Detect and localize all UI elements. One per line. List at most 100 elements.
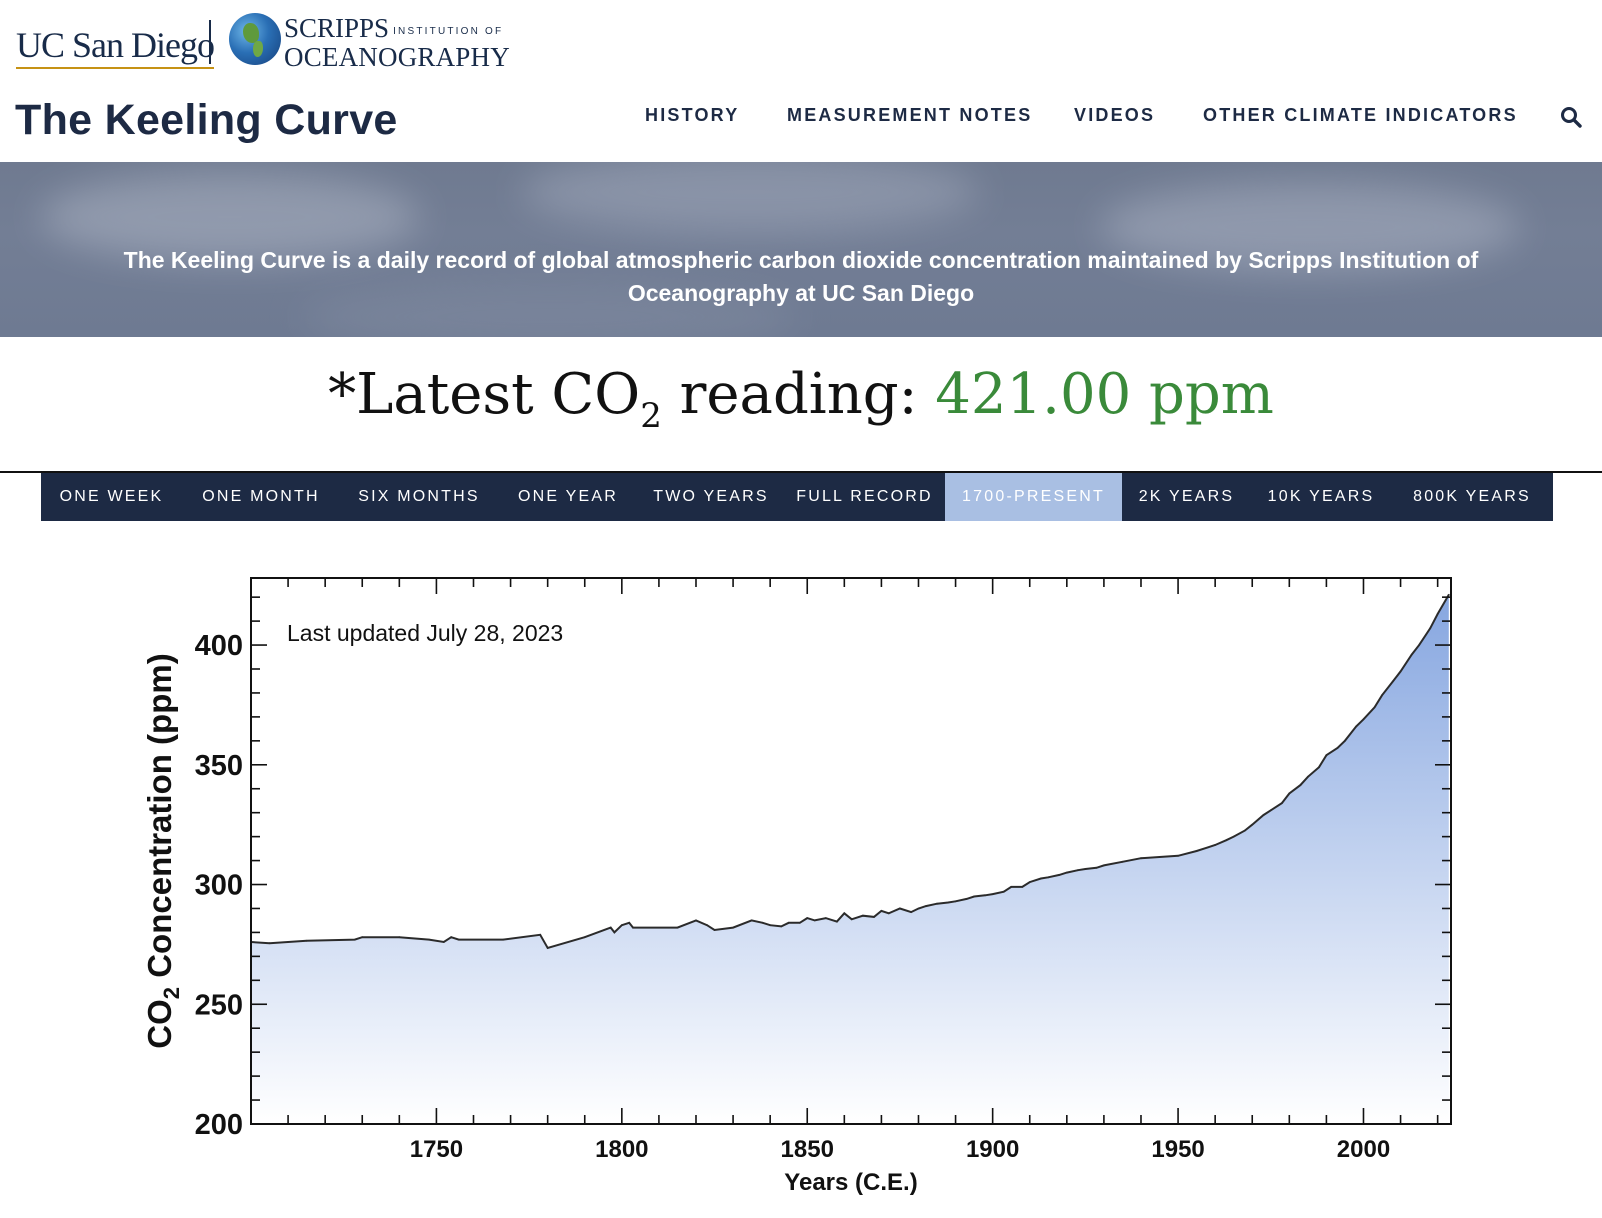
co2-data-point <box>1021 886 1024 888</box>
co2-data-point <box>1307 775 1309 778</box>
reading-prefix: *Latest CO <box>328 362 641 427</box>
x-tick-label: 1750 <box>410 1136 463 1163</box>
logo-divider <box>209 20 211 64</box>
y-axis-label-part: 2 <box>159 987 184 999</box>
co2-data-point <box>954 900 957 903</box>
co2-data-point <box>750 919 753 922</box>
y-tick-label: 400 <box>195 630 243 662</box>
tab-full-record[interactable]: FULL RECORD <box>796 488 933 505</box>
x-tick-label: 1950 <box>1151 1136 1204 1163</box>
co2-data-point <box>1288 792 1291 795</box>
co2-data-point <box>761 921 764 924</box>
co2-chart-svg: 1750 1800 1850 1900 1950 2000 200 250 300 350 400 L… <box>141 577 1452 1196</box>
co2-data-point <box>887 912 890 915</box>
co2-data-point <box>609 926 612 929</box>
co2-data-point <box>1251 823 1254 826</box>
co2-data-point <box>428 938 430 941</box>
co2-data-point <box>1140 857 1142 860</box>
globe-land-shape <box>253 41 263 57</box>
co2-data-point <box>1392 680 1395 682</box>
co2-data-point <box>798 921 801 924</box>
co2-data-point <box>442 941 445 943</box>
tab-800k-years[interactable]: 800K YEARS <box>1413 488 1531 505</box>
tab-two-years[interactable]: TWO YEARS <box>653 488 769 505</box>
ucsd-logo-underline <box>16 67 214 69</box>
tab-2k-years[interactable]: 2K YEARS <box>1138 488 1235 505</box>
co2-chart: 1750 1800 1850 1900 1950 2000 200 250 300 350 400 L… <box>0 560 1602 1200</box>
y-tick-label: 350 <box>195 750 243 782</box>
scripps-logo[interactable]: SCRIPPS INSTITUTION OF OCEANOGRAPHY <box>284 13 510 71</box>
co2-data-point <box>305 939 308 942</box>
co2-data-point <box>1243 829 1246 832</box>
tab-six-months[interactable]: SIX MONTHS <box>358 488 480 505</box>
co2-data-point <box>632 926 634 929</box>
co2-data-point <box>1195 850 1198 852</box>
co2-data-point <box>862 914 864 917</box>
co2-data-point <box>1410 653 1413 656</box>
nav-item-measurement-notes[interactable]: MEASUREMENT NOTES <box>787 105 1033 125</box>
globe-icon[interactable] <box>229 13 281 65</box>
co2-data-point <box>1084 868 1087 870</box>
y-tick-label: 200 <box>195 1109 243 1141</box>
co2-data-point <box>769 924 772 927</box>
co2-data-point <box>965 898 968 900</box>
co2-data-point <box>1047 876 1050 879</box>
co2-data-point <box>1214 844 1217 846</box>
co2-data-point <box>706 924 708 927</box>
nav-item-history[interactable]: HISTORY <box>645 105 740 125</box>
co2-data-point <box>1040 877 1042 880</box>
search-icon[interactable] <box>1560 106 1582 128</box>
co2-data-point <box>1436 613 1439 615</box>
co2-data-point <box>1281 802 1283 804</box>
co2-data-point <box>899 907 901 910</box>
co2-data-point <box>1344 739 1346 742</box>
reading-subscript: 2 <box>640 396 662 436</box>
co2-data-point <box>1318 766 1320 769</box>
y-axis-label-part: CO <box>141 999 178 1049</box>
co2-data-point <box>546 947 549 949</box>
y-tick-label: 250 <box>195 989 243 1021</box>
co2-data-point <box>936 902 938 905</box>
co2-data-point <box>1269 809 1272 812</box>
x-tick-label: 1900 <box>966 1136 1019 1163</box>
co2-data-point <box>620 924 623 927</box>
co2-data-point <box>984 894 987 897</box>
nav-item-videos[interactable]: VIDEOS <box>1074 105 1156 125</box>
co2-data-point <box>947 901 950 904</box>
tab-one-month[interactable]: ONE MONTH <box>202 488 320 505</box>
nav-item-other-climate-indicators[interactable]: OTHER CLIMATE INDICATORS <box>1203 105 1518 125</box>
co2-data-point <box>925 905 927 907</box>
co2-data-point <box>1418 644 1420 646</box>
co2-data-point <box>613 931 616 934</box>
co2-data-point <box>583 936 586 939</box>
co2-data-point <box>1381 694 1383 697</box>
co2-area-fill <box>251 594 1449 1124</box>
co2-data-point <box>1058 874 1061 876</box>
co2-data-point <box>1355 725 1357 728</box>
tab-1700-present[interactable]: 1700-PRESENT <box>945 473 1122 521</box>
co2-data-point <box>1158 856 1161 858</box>
scripps-logo-name: SCRIPPS <box>284 13 390 43</box>
co2-data-point <box>1373 706 1376 709</box>
co2-data-point <box>880 910 883 912</box>
tab-10k-years[interactable]: 10K YEARS <box>1267 488 1375 505</box>
site-title[interactable]: The Keeling Curve <box>15 96 398 144</box>
co2-data-point <box>917 907 920 910</box>
divider-line <box>0 471 1602 473</box>
co2-data-point <box>353 938 356 941</box>
tab-one-week[interactable]: ONE WEEK <box>59 488 164 505</box>
co2-data-point <box>1095 866 1098 869</box>
y-axis-label: CO2 Concentration (ppm) <box>141 653 184 1048</box>
co2-data-point <box>806 917 809 919</box>
ucsd-logo[interactable]: UC San Diego <box>16 24 215 69</box>
co2-data-point <box>1077 869 1079 872</box>
hero-cloud <box>520 162 980 232</box>
tab-one-year[interactable]: ONE YEAR <box>518 488 618 505</box>
co2-data-point <box>991 893 994 895</box>
co2-data-point <box>843 912 846 915</box>
co2-data-point <box>1121 860 1124 863</box>
co2-data-point <box>910 911 912 913</box>
latest-reading: *Latest CO2 reading: 421.00 ppm <box>0 362 1602 436</box>
x-tick-label: 1850 <box>781 1136 834 1163</box>
co2-data-point <box>457 938 460 941</box>
